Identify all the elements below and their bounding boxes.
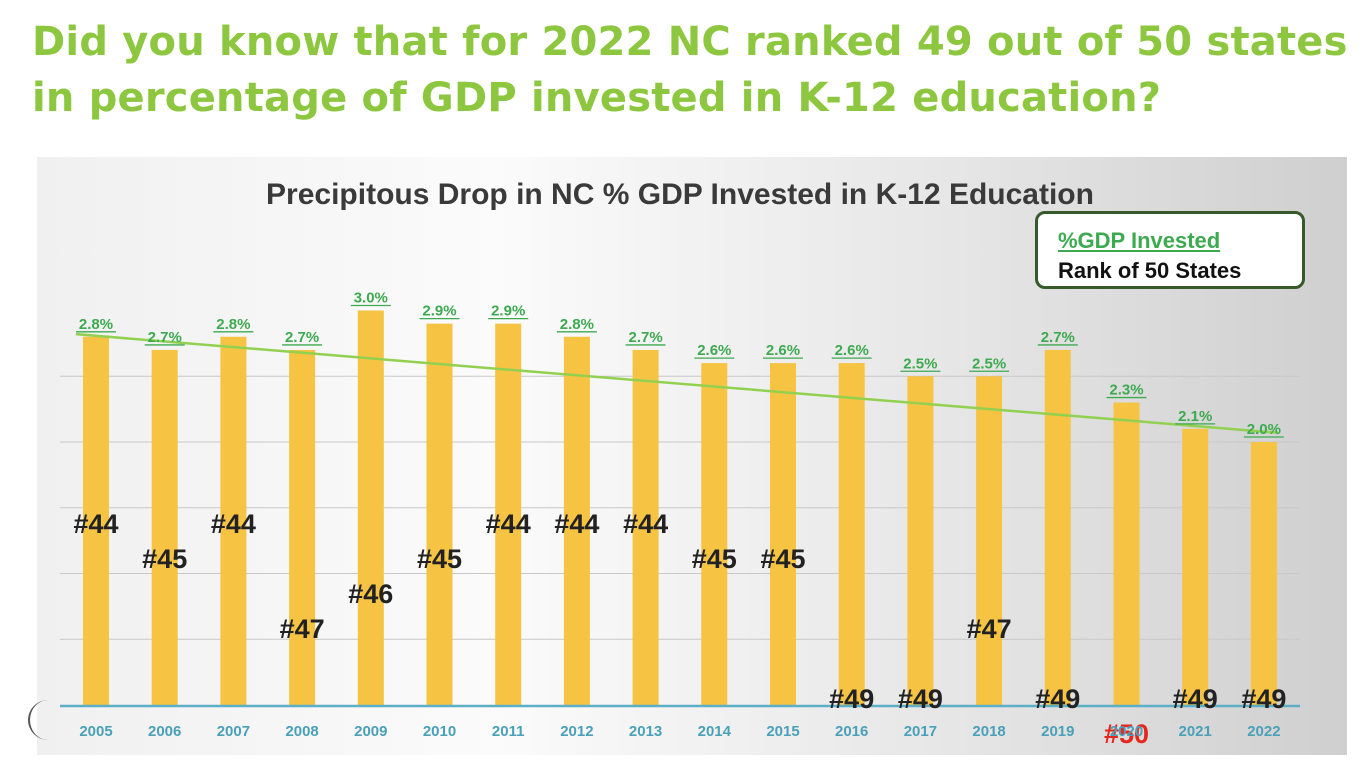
bar-2020 — [1113, 402, 1140, 705]
rank-label-2022: #49 — [1241, 684, 1286, 714]
trendline — [75, 332, 1279, 435]
bar-2008 — [289, 349, 316, 705]
rank-label-2007: #44 — [211, 509, 256, 539]
bar-2005 — [83, 336, 109, 705]
pct-label-2022: 2.0% — [1247, 421, 1281, 438]
edge-mark — [28, 700, 48, 740]
pct-label-2011: 2.9% — [491, 303, 525, 320]
year-label-2008: 2008 — [285, 723, 318, 740]
bar-2007 — [220, 336, 247, 705]
pct-label-2019: 2.7% — [1041, 329, 1075, 346]
rank-label-2012: #44 — [554, 509, 599, 539]
pct-label-2008: 2.7% — [285, 329, 319, 346]
year-label-2011: 2011 — [492, 723, 525, 740]
gridlines — [60, 375, 1300, 640]
bar-2021 — [1182, 428, 1209, 705]
pct-label-2009: 3.0% — [354, 290, 388, 307]
rank-label-2009: #46 — [348, 579, 393, 609]
bar-2010 — [426, 323, 453, 705]
rank-label-2008: #47 — [280, 614, 325, 644]
pct-label-2006: 2.7% — [148, 329, 182, 346]
bar-2014 — [701, 363, 728, 705]
bar-2012 — [563, 336, 590, 705]
year-label-2014: 2014 — [698, 723, 732, 740]
pct-label-2016: 2.6% — [835, 342, 869, 359]
rank-label-2021: #49 — [1173, 684, 1218, 714]
bar-2006 — [151, 349, 178, 705]
rank-label-2011: #44 — [486, 509, 531, 539]
rank-label-2005: #44 — [73, 509, 118, 539]
year-label-2007: 2007 — [217, 723, 250, 740]
bar-2015 — [770, 363, 796, 705]
rank-label-2019: #49 — [1035, 684, 1080, 714]
headline: Did you know that for 2022 NC ranked 49 … — [32, 19, 1348, 121]
year-label-2018: 2018 — [972, 723, 1005, 740]
rank-label-2020: #50 — [1104, 719, 1149, 749]
legend-gdp-label: %GDP Invested — [1058, 228, 1221, 253]
rank-label-2015: #45 — [760, 544, 805, 574]
pct-label-2021: 2.1% — [1178, 408, 1212, 425]
rank-label-2016: #49 — [829, 684, 874, 714]
rank-label-2010: #45 — [417, 544, 462, 574]
labels: 2.8% 2.7% 2.8% 2.7% 3.0% 2.9% 2.9% 2.8% 2.7% 2.6%… — [73, 290, 1286, 750]
bar-2013 — [632, 349, 659, 705]
legend-rank-label: Rank of 50 States — [1058, 258, 1242, 283]
rank-label-2018: #47 — [967, 614, 1012, 644]
year-label-2013: 2013 — [629, 723, 662, 740]
bar-2009 — [357, 310, 384, 705]
pct-label-2015: 2.6% — [766, 342, 800, 359]
year-label-2012: 2012 — [560, 723, 593, 740]
rank-label-2017: #49 — [898, 684, 943, 714]
bar-2016 — [838, 363, 865, 705]
rank-label-2006: #45 — [142, 544, 187, 574]
chart-title: Precipitous Drop in NC % GDP Invested in… — [266, 178, 1094, 211]
pct-label-2010: 2.9% — [422, 303, 456, 320]
year-label-2006: 2006 — [148, 723, 181, 740]
bar-2018 — [976, 376, 1003, 705]
year-label-2015: 2015 — [766, 723, 799, 740]
pct-label-2017: 2.5% — [903, 355, 937, 372]
year-label-2019: 2019 — [1041, 723, 1074, 740]
chart-legend: %GDP Invested Rank of 50 States — [1035, 211, 1305, 289]
year-label-2017: 2017 — [904, 723, 937, 740]
rank-label-2013: #44 — [623, 509, 668, 539]
bar-2017 — [907, 376, 934, 705]
bar-2022 — [1250, 442, 1277, 705]
bar-2019 — [1044, 349, 1071, 705]
bars — [60, 310, 1300, 708]
bar-2011 — [495, 323, 522, 705]
year-label-2010: 2010 — [423, 723, 456, 740]
year-label-2009: 2009 — [354, 723, 387, 740]
pct-label-2014: 2.6% — [697, 342, 731, 359]
pct-label-2007: 2.8% — [216, 316, 250, 333]
pct-label-2013: 2.7% — [628, 329, 662, 346]
pct-label-2005: 2.8% — [79, 316, 113, 333]
year-label-2005: 2005 — [79, 723, 112, 740]
year-label-2021: 2021 — [1179, 723, 1212, 740]
pct-label-2012: 2.8% — [560, 316, 594, 333]
rank-label-2014: #45 — [692, 544, 737, 574]
trendline-group — [75, 332, 1279, 435]
pct-label-2020: 2.3% — [1109, 382, 1143, 399]
year-label-2020: 2020 — [1110, 723, 1143, 740]
pct-label-2018: 2.5% — [972, 355, 1006, 372]
year-label-2022: 2022 — [1247, 723, 1280, 740]
year-label-2016: 2016 — [835, 723, 868, 740]
